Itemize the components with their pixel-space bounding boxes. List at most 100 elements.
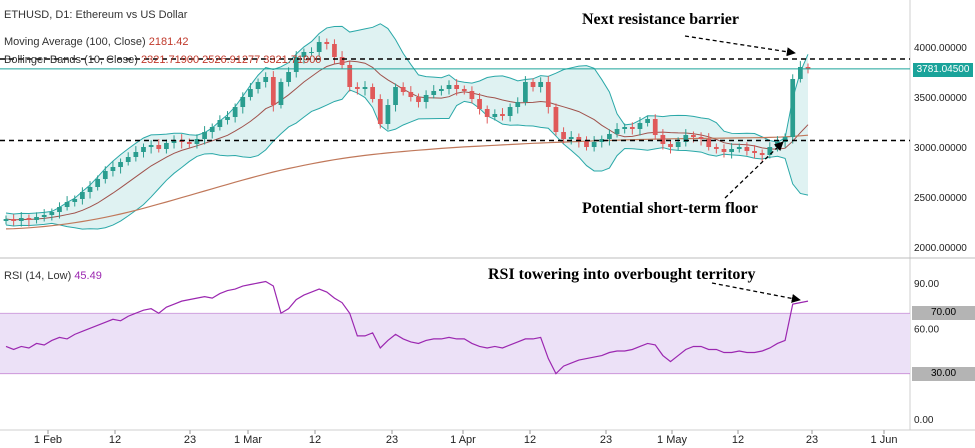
candle-body	[752, 151, 757, 153]
rsi-line	[5, 280, 809, 375]
candle-body	[3, 219, 9, 221]
rsi-tick-label: 0.00	[914, 415, 934, 426]
candle-body	[324, 42, 330, 44]
candle-body	[515, 102, 521, 107]
candle-body	[797, 67, 803, 79]
ma-legend: Moving Average (100, Close) 2181.42	[4, 36, 188, 48]
candle-body	[316, 42, 322, 52]
time-tick-label: 1 Mar	[234, 434, 262, 446]
candle-body	[568, 137, 574, 139]
time-tick-label: 23	[184, 434, 196, 446]
candle-body	[370, 87, 375, 99]
time-tick-label: 23	[386, 434, 398, 446]
rsi-arrow	[711, 282, 801, 303]
time-axis-labels: 1 Feb 12 23 1 Mar 12 23 1 Apr 12 23 1 May 12 23 1 Ju…	[34, 430, 898, 446]
annotation-floor: Potential short-term floor	[582, 200, 758, 217]
candle-body	[64, 202, 70, 207]
candle-body	[400, 87, 406, 92]
candle-body	[454, 85, 460, 89]
candle-body	[225, 117, 230, 120]
candle-body	[775, 142, 780, 147]
candle-body	[278, 82, 284, 105]
candle-body	[416, 97, 421, 102]
candle-body	[446, 85, 452, 89]
candle-body	[652, 119, 658, 135]
price-tick-label: 3500.00000	[914, 93, 967, 104]
candle-body	[706, 139, 712, 147]
candle-body	[561, 132, 566, 139]
candle-body	[614, 129, 620, 134]
candle-body	[270, 77, 276, 105]
bollinger-middle-line	[5, 60, 809, 221]
rsi-70-tag: 70.00	[912, 306, 975, 320]
candle-body	[248, 89, 253, 97]
candle-body	[332, 44, 337, 57]
time-tick-label: 23	[806, 434, 818, 446]
candle-body	[744, 147, 750, 151]
candle-body	[362, 87, 368, 89]
candle-body	[102, 171, 108, 179]
candle-body	[660, 135, 666, 144]
candle-body	[286, 72, 291, 82]
candle-body	[133, 152, 139, 157]
rsi-value: 45.49	[74, 270, 102, 282]
time-tick-label: 23	[600, 434, 612, 446]
time-tick-label: 1 Jun	[871, 434, 898, 446]
candle-body	[49, 212, 55, 215]
candle-body	[18, 218, 24, 221]
annotation-arrows	[684, 35, 801, 303]
candle-body	[492, 114, 498, 117]
candle-body	[431, 91, 437, 95]
candle-body	[484, 109, 490, 117]
candle-body	[217, 120, 223, 127]
candle-body	[691, 135, 696, 137]
candle-body	[110, 167, 116, 171]
last-price-tag: 3781.04500	[913, 63, 973, 77]
rsi-tick-label: 60.00	[914, 324, 939, 335]
candle-body	[698, 137, 704, 139]
candle-body	[767, 147, 773, 155]
candle-body	[553, 107, 559, 132]
price-tick-label: 3000.00000	[914, 143, 967, 154]
candle-body	[377, 99, 383, 124]
candle-body	[240, 97, 246, 107]
rsi-panel: 90.00 60.00 0.00	[5, 279, 939, 426]
bb-legend: Bollinger Bands (10, Close) 2321.71900 2…	[4, 54, 321, 66]
candle-body	[576, 137, 582, 141]
resistance-arrow	[684, 35, 796, 57]
candle-body	[141, 147, 146, 152]
candlesticks	[3, 36, 811, 227]
candle-body	[57, 207, 62, 212]
candle-body	[423, 95, 429, 102]
time-tick-label: 1 Feb	[34, 434, 62, 446]
time-tick-label: 12	[109, 434, 121, 446]
candle-body	[263, 77, 269, 82]
price-tick-label: 2000.00000	[914, 243, 967, 254]
candle-body	[469, 91, 475, 99]
candle-body	[545, 82, 551, 107]
rsi-legend: RSI (14, Low) 45.49	[4, 270, 102, 282]
candle-body	[408, 92, 414, 97]
candle-body	[637, 123, 643, 129]
candle-body	[530, 82, 536, 87]
candle-body	[629, 127, 635, 129]
candle-body	[683, 135, 689, 142]
price-tick-label: 2500.00000	[914, 193, 967, 204]
rsi-label: RSI (14, Low)	[4, 270, 72, 282]
candle-body	[26, 218, 32, 220]
candle-body	[354, 87, 360, 89]
candle-body	[782, 137, 788, 142]
bb-label: Bollinger Bands (10, Close)	[4, 54, 138, 66]
ma-value: 2181.42	[148, 36, 189, 48]
candle-body	[347, 65, 353, 87]
candle-body	[591, 142, 597, 147]
candle-body	[729, 149, 734, 152]
candle-body	[339, 57, 345, 65]
candle-body	[72, 199, 78, 202]
candle-body	[461, 89, 467, 91]
candle-body	[439, 89, 444, 91]
candle-body	[309, 52, 314, 53]
candle-body	[156, 145, 162, 149]
